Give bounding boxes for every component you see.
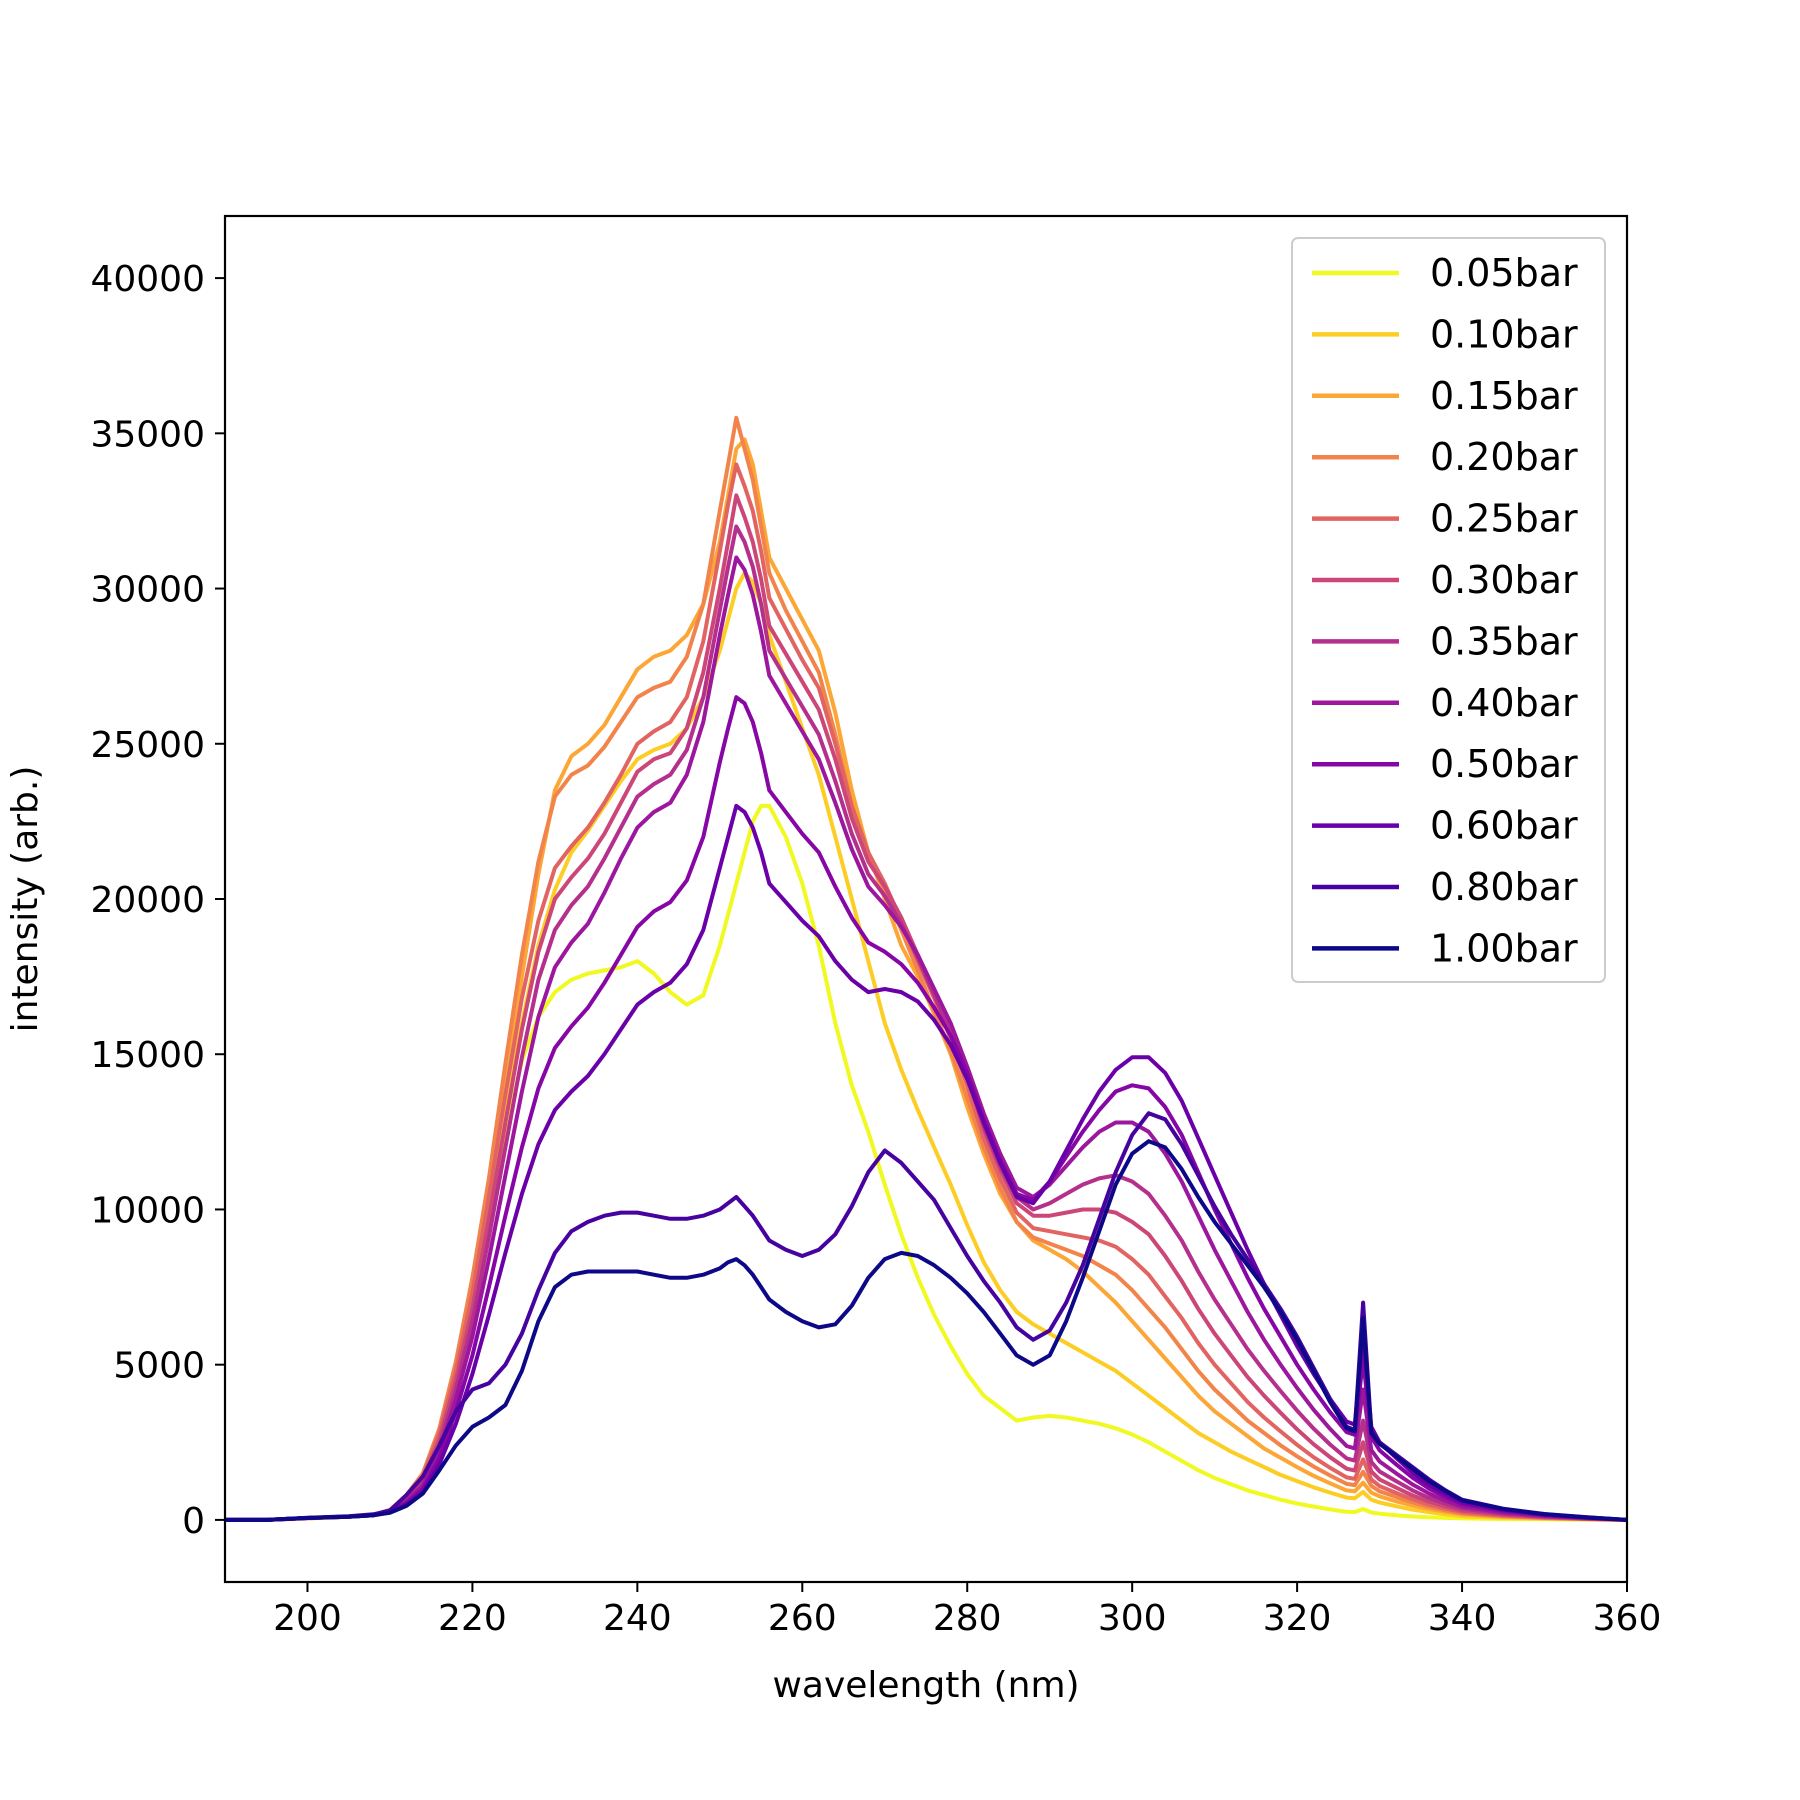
legend-label-1.00bar: 1.00bar — [1430, 926, 1578, 970]
x-tick-label: 300 — [1098, 1598, 1167, 1639]
series-line-1.00bar — [225, 1139, 1627, 1522]
y-tick-label: 15000 — [90, 1035, 205, 1076]
series-line-0.50bar — [225, 695, 1627, 1522]
x-axis-label: wavelength (nm) — [772, 1665, 1079, 1706]
legend: 0.05bar 0.10bar 0.15bar 0.20bar 0.25bar 0.30b… — [1291, 237, 1606, 983]
legend-label-0.10bar: 0.10bar — [1430, 312, 1578, 356]
y-tick-label: 40000 — [90, 259, 205, 300]
legend-box — [1291, 237, 1606, 983]
series-line-0.15bar — [225, 437, 1627, 1522]
x-tick-label: 320 — [1263, 1598, 1332, 1639]
series-line-0.20bar — [225, 415, 1627, 1522]
y-tick-label: 25000 — [90, 725, 205, 766]
series-line-0.30bar — [225, 493, 1627, 1522]
x-tick-label: 340 — [1428, 1598, 1497, 1639]
y-tick-label: 30000 — [90, 570, 205, 611]
legend-label-0.80bar: 0.80bar — [1430, 865, 1578, 909]
legend-label-0.40bar: 0.40bar — [1430, 681, 1578, 725]
y-tick-label: 0 — [182, 1501, 205, 1542]
y-axis: 0 5000 10000 15000 20000 25000 30000 35000 40000 — [90, 259, 225, 1542]
x-tick-label: 260 — [768, 1598, 837, 1639]
legend-label-0.30bar: 0.30bar — [1430, 558, 1578, 602]
legend-label-0.05bar: 0.05bar — [1430, 251, 1578, 295]
y-tick-label: 35000 — [90, 414, 205, 455]
x-tick-label: 220 — [438, 1598, 507, 1639]
legend-label-0.60bar: 0.60bar — [1430, 804, 1578, 848]
y-tick-label: 10000 — [90, 1190, 205, 1231]
legend-label-0.50bar: 0.50bar — [1430, 742, 1578, 786]
legend-label-0.25bar: 0.25bar — [1430, 497, 1578, 541]
x-tick-label: 280 — [933, 1598, 1002, 1639]
legend-label-0.35bar: 0.35bar — [1430, 619, 1578, 663]
y-tick-label: 20000 — [90, 880, 205, 921]
series-line-0.60bar — [225, 803, 1627, 1522]
x-tick-label: 200 — [273, 1598, 342, 1639]
y-axis-label: intensity (arb.) — [5, 766, 46, 1033]
series-layer — [225, 415, 1627, 1522]
series-line-0.40bar — [225, 555, 1627, 1522]
y-tick-label: 5000 — [113, 1346, 205, 1387]
x-tick-label: 240 — [603, 1598, 672, 1639]
legend-label-0.20bar: 0.20bar — [1430, 435, 1578, 479]
x-tick-label: 360 — [1593, 1598, 1662, 1639]
legend-label-0.15bar: 0.15bar — [1430, 374, 1578, 418]
x-axis: 200 220 240 260 280 300 320 340 360 — [273, 1582, 1661, 1639]
